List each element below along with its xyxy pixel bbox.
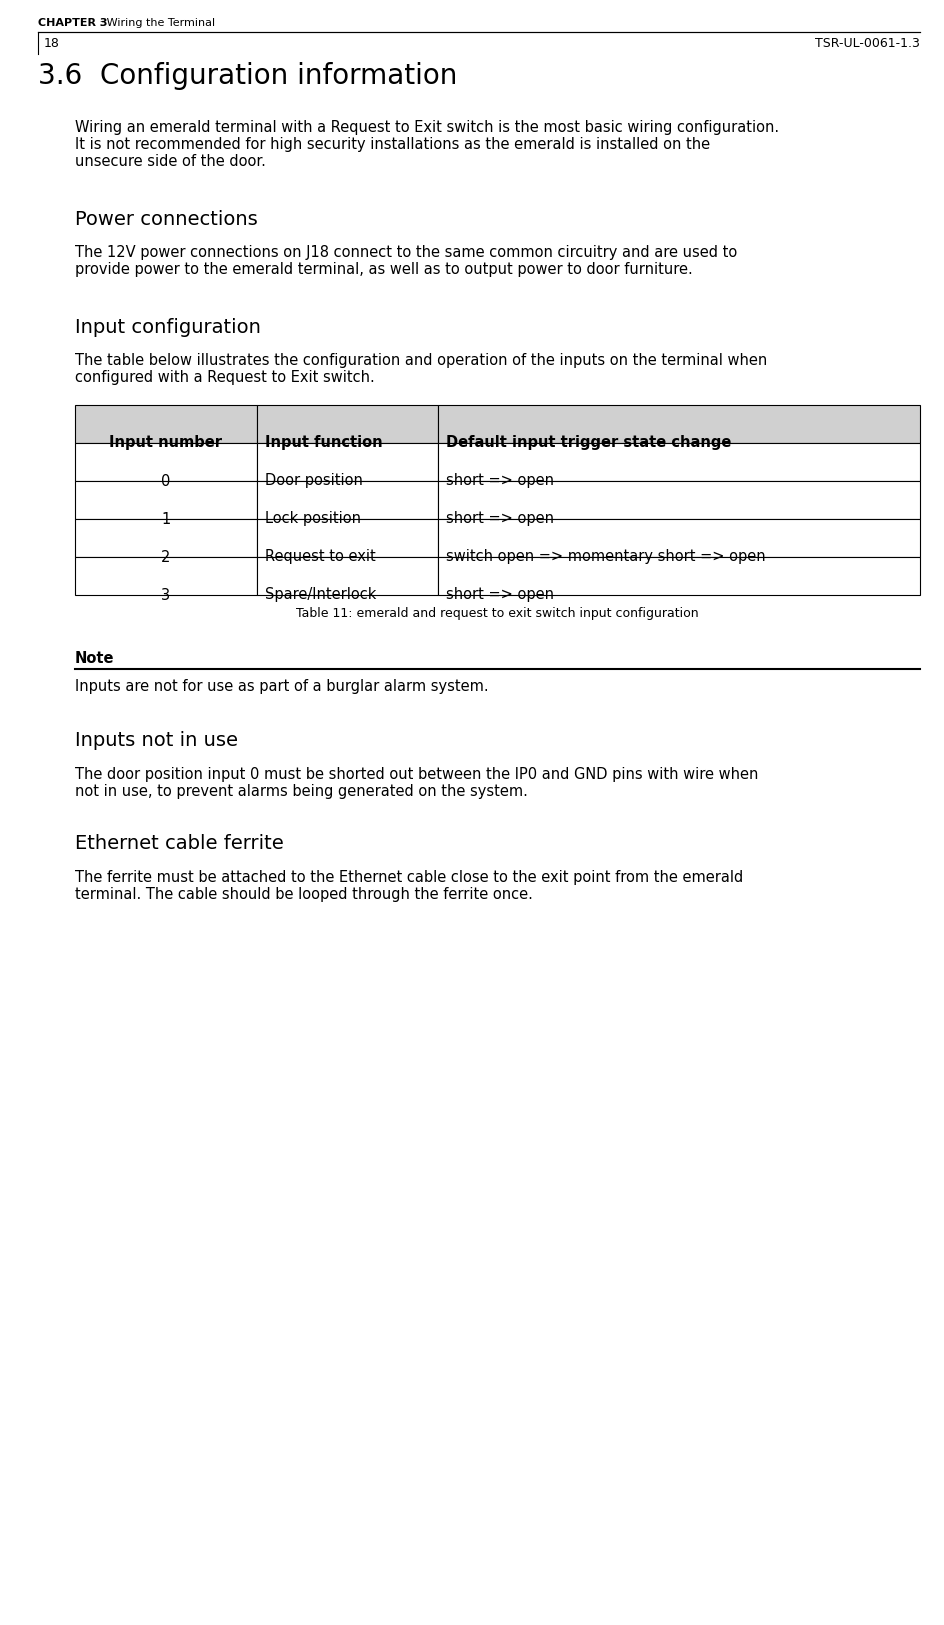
Text: 1: 1 — [161, 512, 171, 526]
Bar — [257, 557, 438, 595]
Text: Inputs are not for use as part of a burglar alarm system.: Inputs are not for use as part of a burg… — [75, 679, 489, 694]
Bar — [75, 405, 257, 444]
Text: : Wiring the Terminal: : Wiring the Terminal — [96, 18, 215, 28]
Text: not in use, to prevent alarms being generated on the system.: not in use, to prevent alarms being gene… — [75, 783, 528, 800]
Text: CHAPTER 3: CHAPTER 3 — [38, 18, 108, 28]
Text: Input function: Input function — [264, 436, 382, 450]
Text: Default input trigger state change: Default input trigger state change — [447, 436, 732, 450]
Bar — [75, 518, 257, 557]
Text: The ferrite must be attached to the Ethernet cable close to the exit point from : The ferrite must be attached to the Ethe… — [75, 869, 743, 886]
Text: 3.6  Configuration information: 3.6 Configuration information — [38, 62, 458, 89]
Text: unsecure side of the door.: unsecure side of the door. — [75, 154, 266, 169]
Text: switch open => momentary short => open: switch open => momentary short => open — [447, 549, 766, 564]
Text: 0: 0 — [161, 473, 171, 489]
Text: Ethernet cable ferrite: Ethernet cable ferrite — [75, 834, 284, 853]
Bar — [75, 481, 257, 518]
Text: provide power to the emerald terminal, as well as to output power to door furnit: provide power to the emerald terminal, a… — [75, 262, 693, 276]
Text: configured with a Request to Exit switch.: configured with a Request to Exit switch… — [75, 370, 375, 385]
Text: Wiring an emerald terminal with a Request to Exit switch is the most basic wirin: Wiring an emerald terminal with a Reques… — [75, 120, 779, 135]
Bar — [75, 444, 257, 481]
Text: short => open: short => open — [447, 588, 554, 603]
Text: It is not recommended for high security installations as the emerald is installe: It is not recommended for high security … — [75, 136, 710, 153]
Text: The 12V power connections on J18 connect to the same common circuitry and are us: The 12V power connections on J18 connect… — [75, 245, 737, 260]
Text: The door position input 0 must be shorted out between the IP0 and GND pins with : The door position input 0 must be shorte… — [75, 767, 758, 782]
Bar — [257, 518, 438, 557]
Bar — [257, 444, 438, 481]
Text: Table 11: emerald and request to exit switch input configuration: Table 11: emerald and request to exit sw… — [296, 608, 699, 621]
Text: Input number: Input number — [110, 436, 223, 450]
Text: The table below illustrates the configuration and operation of the inputs on the: The table below illustrates the configur… — [75, 353, 767, 367]
Text: Lock position: Lock position — [264, 512, 361, 526]
Text: Input configuration: Input configuration — [75, 318, 261, 336]
Bar — [438, 557, 920, 595]
Bar — [438, 518, 920, 557]
Text: Inputs not in use: Inputs not in use — [75, 731, 238, 751]
Text: 3: 3 — [161, 588, 171, 603]
Text: TSR-UL-0061-1.3: TSR-UL-0061-1.3 — [815, 37, 920, 50]
Text: terminal. The cable should be looped through the ferrite once.: terminal. The cable should be looped thr… — [75, 887, 532, 902]
Bar — [257, 405, 438, 444]
Text: Power connections: Power connections — [75, 210, 258, 229]
Text: Door position: Door position — [264, 473, 362, 489]
Bar — [438, 481, 920, 518]
Bar — [438, 405, 920, 444]
Text: Note: Note — [75, 652, 114, 666]
Text: short => open: short => open — [447, 512, 554, 526]
Bar — [75, 557, 257, 595]
Text: 2: 2 — [161, 549, 171, 564]
Text: short => open: short => open — [447, 473, 554, 489]
Text: Request to exit: Request to exit — [264, 549, 376, 564]
Bar — [257, 481, 438, 518]
Text: 18: 18 — [44, 37, 59, 50]
Bar — [438, 444, 920, 481]
Text: Spare/Interlock: Spare/Interlock — [264, 588, 376, 603]
